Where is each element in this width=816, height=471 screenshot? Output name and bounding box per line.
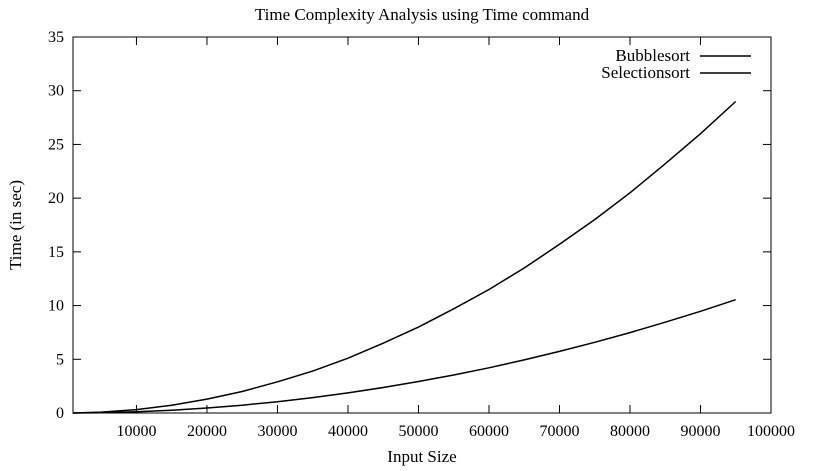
legend-label-selectionsort: Selectionsort xyxy=(601,63,690,82)
y-tick-label: 25 xyxy=(48,136,64,153)
plot-border xyxy=(72,36,772,414)
x-tick-label: 60000 xyxy=(469,423,509,440)
x-tick-label: 70000 xyxy=(539,423,579,440)
y-tick-label: 30 xyxy=(48,83,64,100)
y-tick-label: 20 xyxy=(48,190,64,207)
y-tick-label: 5 xyxy=(56,351,64,368)
y-tick-label: 35 xyxy=(48,29,64,46)
legend-label-bubblesort: Bubblesort xyxy=(615,46,690,65)
x-axis-label: Input Size xyxy=(387,447,456,466)
y-axis: 0 5 10 15 20 25 30 35 xyxy=(48,29,771,422)
plot-frame xyxy=(72,36,772,414)
chart-title: Time Complexity Analysis using Time comm… xyxy=(255,5,590,24)
x-tick-label: 90000 xyxy=(680,423,720,440)
x-tick-label: 20000 xyxy=(187,423,227,440)
series-line-bubblesort xyxy=(72,100,737,414)
x-tick-label: 80000 xyxy=(610,423,650,440)
y-axis-label: Time (in sec) xyxy=(6,180,25,270)
series-group xyxy=(72,100,737,414)
x-tick-label: 40000 xyxy=(328,423,368,440)
y-tick-label: 10 xyxy=(48,298,64,315)
y-tick-label: 0 xyxy=(56,405,64,422)
x-tick-label: 100000 xyxy=(747,423,795,440)
x-tick-label: 30000 xyxy=(257,423,297,440)
x-axis: 10000 20000 30000 40000 50000 60000 70000 80000… xyxy=(116,37,795,440)
series-line-selectionsort xyxy=(72,298,736,414)
y-tick-label: 15 xyxy=(48,244,64,261)
x-tick-label: 50000 xyxy=(398,423,438,440)
x-tick-label: 10000 xyxy=(116,423,156,440)
